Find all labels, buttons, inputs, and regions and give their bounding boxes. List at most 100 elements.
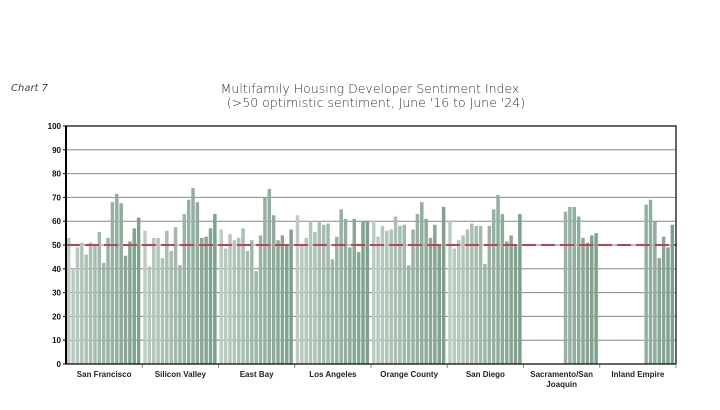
x-tick-label: Los Angeles	[309, 370, 357, 379]
bar	[178, 265, 182, 364]
bar	[300, 245, 304, 364]
bar	[411, 229, 415, 364]
bar-group-silicon-valley	[143, 187, 217, 364]
bar	[657, 258, 661, 364]
bar	[666, 247, 670, 364]
bar-group-inland-empire	[644, 199, 675, 364]
bar	[452, 248, 457, 364]
bar	[509, 235, 513, 364]
bar	[236, 237, 241, 364]
bar	[568, 206, 572, 364]
chart-title-block: Multifamily Housing Developer Sentiment …	[170, 82, 570, 110]
bar	[437, 245, 441, 364]
bar	[365, 221, 370, 364]
bar	[465, 229, 470, 364]
bar	[461, 235, 465, 364]
bar	[119, 203, 123, 364]
bar	[433, 224, 437, 364]
bar	[500, 214, 505, 364]
bar	[424, 218, 428, 364]
bar	[67, 237, 71, 364]
bar	[289, 229, 293, 364]
bar	[644, 204, 648, 364]
bar	[84, 254, 88, 364]
x-tick-label: Silicon Valley	[155, 370, 207, 379]
bar	[456, 240, 461, 364]
bar	[572, 206, 577, 364]
bar	[335, 236, 339, 364]
bar	[670, 224, 675, 364]
bar	[101, 262, 106, 364]
bar	[361, 221, 365, 364]
y-tick-label: 20	[52, 312, 61, 321]
bar	[372, 221, 376, 364]
bar	[376, 236, 380, 364]
bar	[406, 265, 411, 364]
bar	[576, 216, 581, 364]
bar	[258, 235, 263, 364]
bar	[317, 221, 322, 364]
bar	[110, 202, 115, 364]
bar	[295, 215, 300, 364]
bar	[241, 228, 245, 364]
bar	[385, 230, 389, 364]
y-tick-label: 40	[52, 265, 61, 274]
bar	[200, 237, 204, 364]
x-tick-label: San Francisco	[77, 370, 132, 379]
bar	[483, 264, 487, 364]
bar	[232, 240, 237, 364]
bar	[285, 245, 289, 364]
bar	[151, 237, 156, 364]
bar	[97, 231, 102, 364]
y-tick-label: 60	[52, 217, 61, 226]
bar	[393, 216, 398, 364]
bar	[128, 241, 132, 364]
y-tick-label: 50	[52, 241, 61, 250]
bar	[563, 211, 568, 364]
y-tick-label: 80	[52, 170, 61, 179]
bar	[88, 242, 93, 364]
bar	[398, 225, 402, 364]
bar-group-sacramento-san-joaquin	[563, 206, 598, 364]
bar-group-orange-county	[372, 202, 446, 364]
bar	[352, 218, 356, 364]
bar	[330, 259, 335, 364]
bar	[75, 247, 80, 364]
bar	[474, 225, 478, 364]
x-tick-label: Orange County	[380, 370, 438, 379]
bar-group-san-diego	[448, 195, 522, 364]
bar	[160, 258, 165, 364]
x-tick-label: Sacramento/San	[530, 370, 593, 379]
bar	[513, 245, 518, 364]
bar	[271, 215, 276, 364]
bar	[195, 202, 200, 364]
bar	[590, 235, 594, 364]
bar	[487, 225, 492, 364]
bar	[496, 195, 500, 364]
bar	[661, 236, 666, 364]
bar	[389, 229, 393, 364]
bar	[169, 250, 173, 364]
chart-subtitle: (>50 optimistic sentiment, June '16 to J…	[226, 95, 526, 110]
bar	[106, 237, 110, 364]
bar	[304, 237, 308, 364]
chart-title: Multifamily Housing Developer Sentiment …	[220, 81, 520, 96]
bar	[276, 240, 280, 364]
bar	[518, 214, 522, 364]
bar	[478, 225, 483, 364]
bar	[191, 187, 195, 364]
bar	[254, 271, 258, 364]
bar	[165, 230, 169, 364]
y-tick-label: 0	[57, 360, 62, 369]
bar	[147, 266, 152, 364]
bar	[208, 228, 213, 364]
bar	[380, 225, 385, 364]
x-tick-label: San Diego	[466, 370, 505, 379]
bar	[648, 199, 653, 364]
bar	[339, 209, 343, 364]
y-tick-label: 70	[52, 193, 61, 202]
bar	[448, 221, 452, 364]
bar	[313, 231, 317, 364]
chart-number-label: Chart 7	[11, 83, 49, 94]
bar	[280, 235, 285, 364]
